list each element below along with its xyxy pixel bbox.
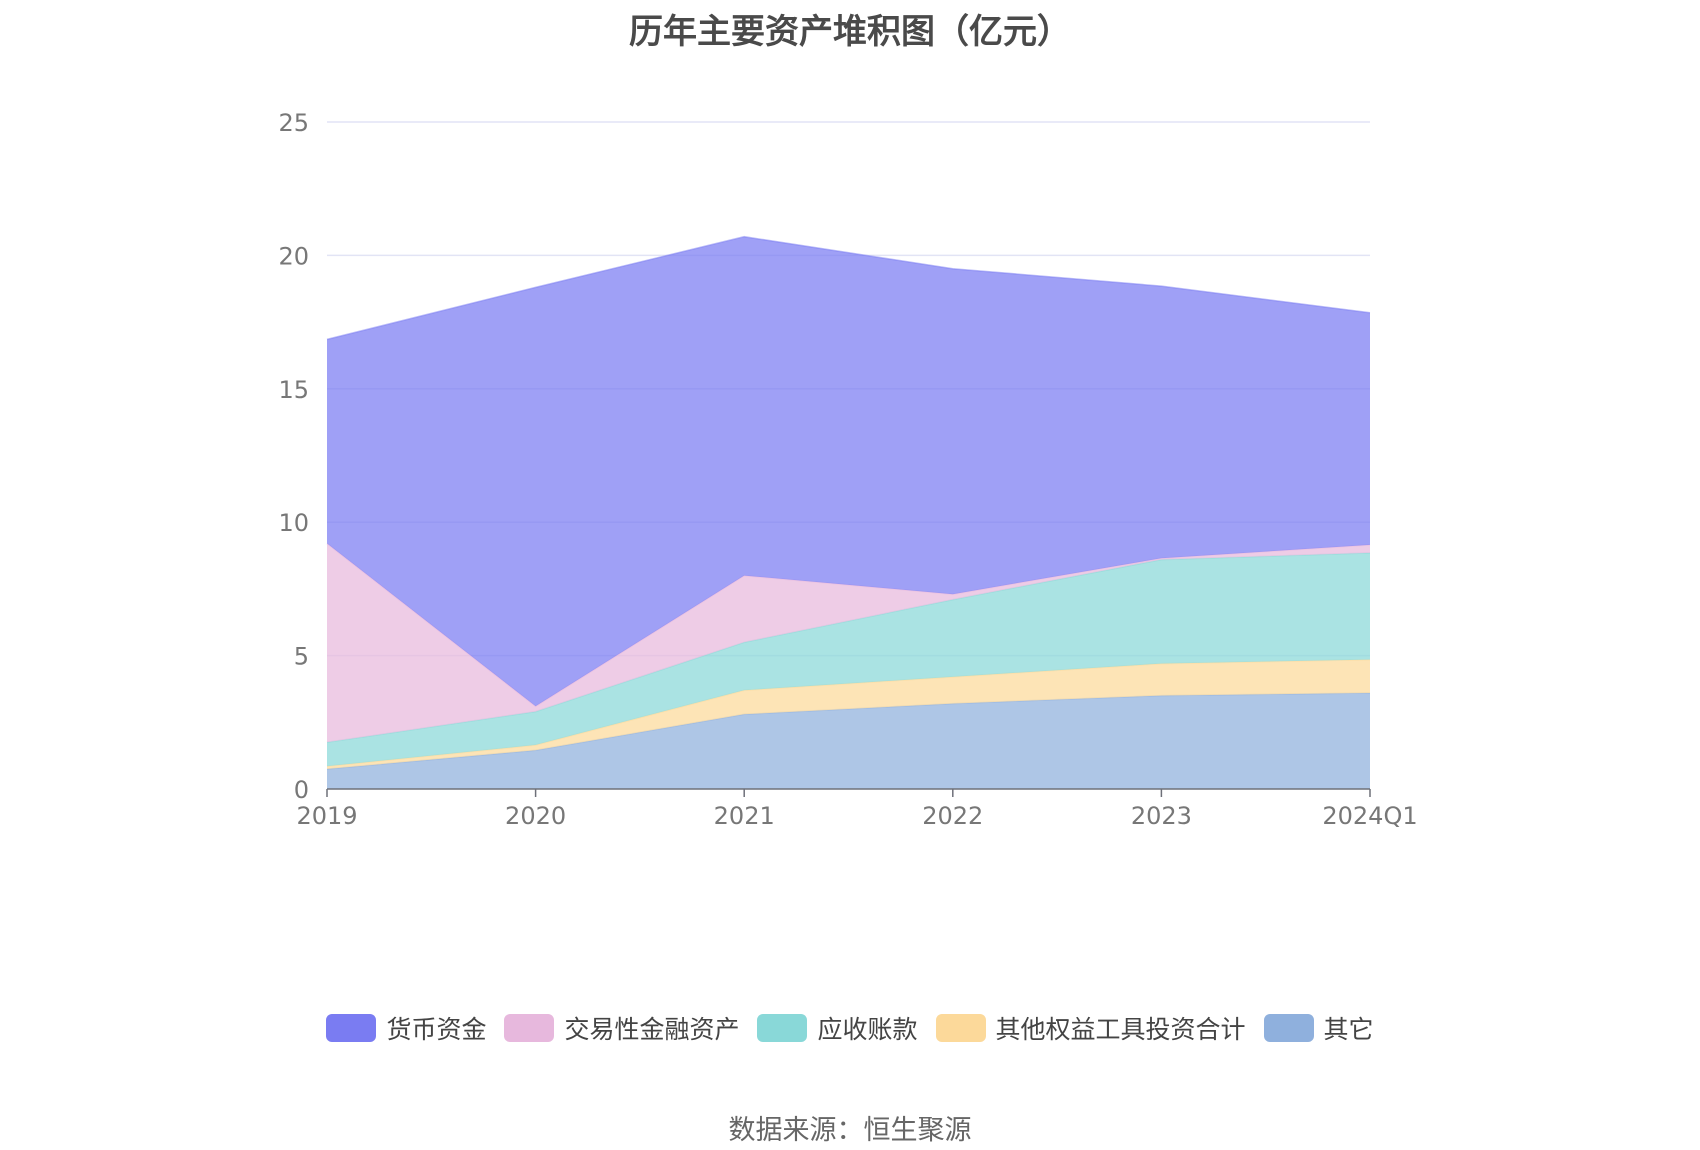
x-tick-label: 2021 (714, 802, 775, 830)
legend-swatch (935, 1014, 986, 1042)
x-tick-label: 2024Q1 (1322, 802, 1417, 830)
x-tick-label: 2020 (505, 802, 566, 830)
chart-title: 历年主要资产堆积图（亿元） (629, 12, 1071, 52)
area-series-4 (327, 236, 1370, 707)
chart-legend: 货币资金 交易性金融资产 应收账款 其他权益工具投资合计 其它 (0, 1010, 1700, 1046)
area-series-1 (327, 659, 1370, 769)
area-edge-0 (326, 692, 1371, 770)
legend-item[interactable]: 货币资金 (326, 1010, 486, 1046)
legend-label: 货币资金 (386, 1015, 487, 1044)
y-tick-label: 5 (294, 643, 309, 671)
x-tick-label: 2023 (1131, 802, 1192, 830)
legend-swatch (326, 1014, 377, 1042)
data-source: 数据来源：恒生聚源 (728, 1115, 972, 1146)
legend-item[interactable]: 应收账款 (757, 1010, 918, 1046)
axes: 2019 2020 2021 2022 2023 2024Q1 (296, 788, 1418, 830)
y-tick-label: 25 (278, 109, 309, 137)
area-series-3 (327, 543, 1370, 743)
y-tick-label: 15 (278, 376, 309, 404)
area-edge-2 (326, 552, 1371, 744)
x-tick-label: 2022 (922, 802, 983, 830)
legend-item[interactable]: 交易性金融资产 (504, 1010, 739, 1046)
legend-swatch (757, 1014, 808, 1042)
legend-label: 其他权益工具投资合计 (995, 1015, 1246, 1044)
area-edge-4 (326, 235, 1371, 341)
area-series (326, 235, 1371, 789)
legend-swatch (1263, 1014, 1314, 1042)
legend-label: 应收账款 (817, 1015, 918, 1044)
legend-label: 交易性金融资产 (564, 1015, 740, 1044)
legend-item[interactable]: 其它 (1263, 1010, 1374, 1046)
legend-label: 其它 (1323, 1015, 1374, 1044)
y-tick-label: 20 (278, 242, 309, 270)
area-series-0 (327, 693, 1370, 789)
y-tick-label: 10 (278, 509, 309, 537)
x-tick-label: 2019 (296, 802, 357, 830)
y-tick-label: 0 (294, 776, 309, 804)
legend-swatch (504, 1014, 555, 1042)
legend-item[interactable]: 其他权益工具投资合计 (935, 1010, 1246, 1046)
area-series-2 (327, 552, 1370, 767)
